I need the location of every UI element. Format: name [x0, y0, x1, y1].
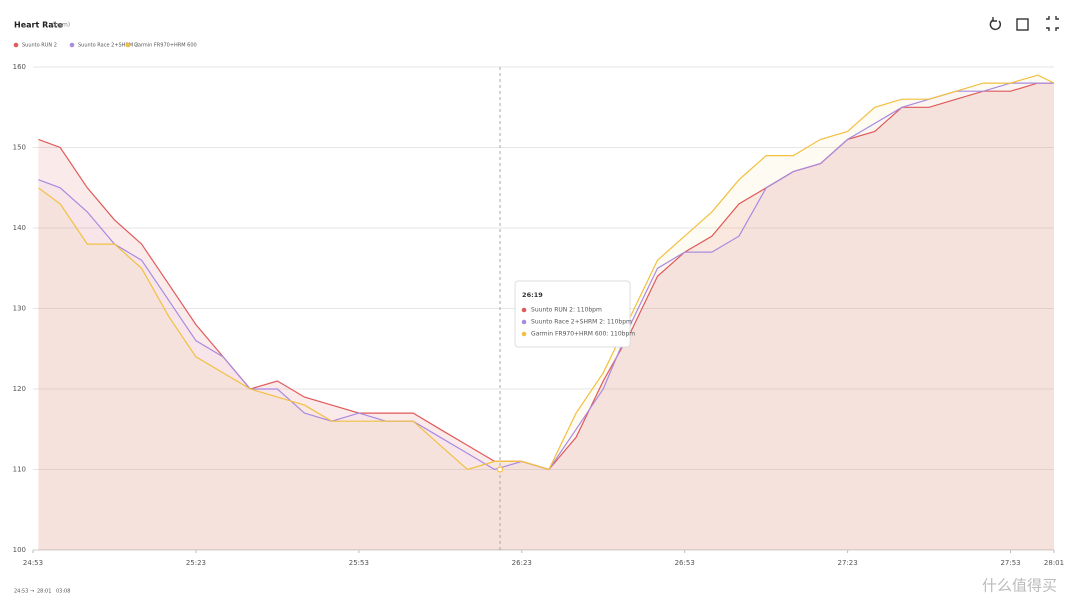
- x-tick-label: 25:23: [186, 559, 206, 567]
- x-tick-label: 27:23: [838, 559, 858, 567]
- y-tick-label: 110: [13, 466, 26, 474]
- tooltip-title: 26:19: [522, 291, 543, 299]
- area-fill: [38, 75, 1054, 550]
- tooltip-entry: Suunto RUN 2: 110bpm: [531, 307, 602, 314]
- y-tick-label: 140: [13, 224, 26, 232]
- range-start: 24:53: [14, 589, 28, 595]
- tooltip: 26:19 Suunto RUN 2: 110bpm Suunto Race 2+S…: [514, 280, 635, 348]
- x-tick-label: 26:53: [675, 559, 695, 567]
- legend-marker: [125, 42, 131, 48]
- tooltip-marker: [521, 307, 527, 313]
- chart-title: Heart Rate: [14, 21, 63, 30]
- range-duration: 03:08: [56, 589, 70, 595]
- range-arrow: →: [30, 589, 34, 595]
- series-line: [38, 74, 1055, 471]
- x-tick-label: 25:53: [349, 559, 369, 567]
- fullscreen-button[interactable]: [1046, 16, 1059, 31]
- y-tick-label: 100: [13, 546, 26, 554]
- y-tick-label: 120: [13, 385, 26, 393]
- tooltip-marker: [521, 331, 527, 337]
- hover-point: [496, 466, 504, 473]
- tooltip-entry: Garmin FR970+HRM 600: 110bpm: [531, 331, 635, 338]
- x-tick-label: 26:23: [512, 559, 532, 567]
- legend-label: Suunto RUN 2: [22, 43, 57, 49]
- x-tick-label: 28:01: [1044, 559, 1064, 567]
- area-fill: [38, 83, 1054, 550]
- area-fill: [38, 83, 1054, 550]
- unit: (bpm): [52, 22, 70, 29]
- toolbar: [989, 16, 1059, 31]
- legend-label: Garmin FR970+HRM 600: [134, 43, 197, 49]
- legend-label: Suunto Race 2+SHRM 2: [78, 43, 138, 49]
- y-tick-label: 150: [13, 144, 26, 152]
- x-tick-label: 24:53: [23, 559, 43, 567]
- tooltip-box: [514, 280, 631, 348]
- legend-marker: [69, 42, 75, 48]
- y-tick-label: 160: [13, 63, 26, 71]
- tooltip-entry: Suunto Race 2+SHRM 2: 110bpm: [531, 319, 632, 326]
- legend-marker: [13, 42, 19, 48]
- tooltip-marker: [521, 319, 527, 325]
- y-tick-label: 130: [13, 305, 26, 313]
- export-button[interactable]: [1016, 18, 1029, 31]
- watermark: 什么值得买: [982, 577, 1057, 595]
- range-end: 28:01: [37, 589, 51, 595]
- reset-button[interactable]: [989, 17, 1002, 31]
- x-tick-label: 27:53: [1000, 559, 1020, 567]
